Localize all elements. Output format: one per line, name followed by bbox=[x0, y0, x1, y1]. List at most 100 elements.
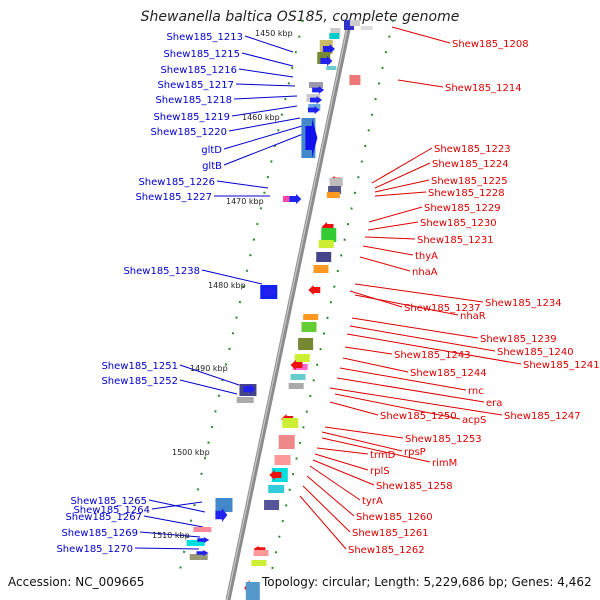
left-gene-label[interactable]: gltD bbox=[201, 145, 222, 156]
left-gene-connector bbox=[238, 68, 294, 78]
gene-feature-block bbox=[193, 527, 212, 532]
gene-arrow-glyph bbox=[196, 550, 209, 556]
left-gene-label[interactable]: Shew185_1267 bbox=[65, 512, 142, 523]
gene-feature-block bbox=[326, 66, 337, 70]
kbp-marker-label: 1470 kbp bbox=[226, 197, 264, 206]
left-gene-connector bbox=[179, 379, 238, 395]
right-gene-label[interactable]: trmD bbox=[370, 450, 396, 461]
right-gene-label[interactable]: rnc bbox=[468, 386, 484, 397]
left-gene-label[interactable]: Shew185_1265 bbox=[70, 496, 147, 507]
left-gene-connector bbox=[241, 52, 294, 67]
gene-feature-block bbox=[236, 397, 254, 403]
left-gene-label[interactable]: Shew185_1226 bbox=[138, 177, 215, 188]
right-gene-connector bbox=[324, 426, 404, 439]
gene-feature-block bbox=[329, 33, 340, 39]
right-gene-label[interactable]: rimM bbox=[432, 458, 457, 469]
right-gene-label[interactable]: Shew185_1208 bbox=[452, 39, 529, 50]
left-gene-connector bbox=[179, 364, 240, 386]
gene-feature-block bbox=[215, 498, 233, 512]
right-gene-connector bbox=[362, 245, 414, 256]
left-gene-label[interactable]: Shew185_1217 bbox=[157, 80, 234, 91]
left-gene-label[interactable]: Shew185_1219 bbox=[153, 112, 230, 123]
left-gene-connector bbox=[223, 125, 303, 150]
topology-text: Topology: circular; Length: 5,229,686 bp… bbox=[262, 575, 592, 589]
left-gene-label[interactable]: Shew185_1213 bbox=[166, 32, 243, 43]
right-gene-connector bbox=[314, 453, 369, 471]
left-gene-label[interactable]: Shew185_1220 bbox=[150, 127, 227, 138]
right-gene-connector bbox=[397, 79, 444, 88]
right-gene-label[interactable]: Shew185_1243 bbox=[394, 350, 471, 361]
left-gene-connector bbox=[233, 95, 298, 100]
left-gene-label[interactable]: Shew185_1227 bbox=[135, 192, 212, 203]
right-gene-connector bbox=[316, 447, 369, 455]
right-gene-label[interactable]: Shew185_1214 bbox=[445, 83, 522, 94]
right-gene-label[interactable]: Shew185_1261 bbox=[352, 528, 429, 539]
right-gene-connector bbox=[371, 147, 433, 184]
right-gene-label[interactable]: Shew185_1224 bbox=[432, 159, 509, 170]
left-gene-connector bbox=[216, 180, 269, 189]
left-gene-label[interactable]: Shew185_1264 bbox=[73, 505, 150, 516]
gene-feature-block bbox=[274, 455, 291, 465]
gene-arrow-glyph bbox=[289, 194, 302, 204]
right-gene-label[interactable]: rplS bbox=[370, 466, 390, 477]
left-gene-label[interactable]: Shew185_1269 bbox=[61, 528, 138, 539]
gene-feature-block bbox=[290, 374, 306, 380]
right-gene-connector bbox=[344, 346, 393, 355]
gene-feature-block bbox=[288, 383, 304, 389]
right-gene-label[interactable]: nhaR bbox=[460, 311, 486, 322]
right-gene-connector bbox=[346, 333, 522, 365]
gene-feature-block bbox=[278, 435, 295, 449]
gene-feature-block bbox=[326, 192, 340, 198]
right-gene-label[interactable]: Shew185_1250 bbox=[380, 411, 457, 422]
left-gene-label[interactable]: Shew185_1252 bbox=[101, 376, 178, 387]
right-gene-connector bbox=[299, 495, 347, 550]
left-gene-label[interactable]: Shew185_1218 bbox=[155, 95, 232, 106]
gene-arrow-glyph bbox=[308, 285, 321, 295]
right-gene-label[interactable]: tyrA bbox=[362, 496, 383, 507]
right-gene-label[interactable]: Shew185_1228 bbox=[428, 188, 505, 199]
gene-arrow-glyph bbox=[310, 96, 323, 104]
right-gene-label[interactable]: Shew185_1237 bbox=[404, 303, 481, 314]
right-gene-label[interactable]: Shew185_1241 bbox=[523, 360, 600, 371]
gene-feature-block bbox=[313, 265, 329, 273]
right-gene-label[interactable]: Shew185_1225 bbox=[431, 176, 508, 187]
right-gene-label[interactable]: nhaA bbox=[412, 267, 438, 278]
genome-backbone bbox=[225, 19, 353, 600]
left-gene-label[interactable]: Shew185_1251 bbox=[101, 361, 178, 372]
right-gene-label[interactable]: Shew185_1234 bbox=[485, 298, 562, 309]
gene-feature-block bbox=[294, 354, 310, 362]
right-gene-label[interactable]: Shew185_1247 bbox=[504, 411, 581, 422]
gene-feature-block bbox=[303, 314, 319, 320]
right-gene-label[interactable]: Shew185_1260 bbox=[356, 512, 433, 523]
right-gene-label[interactable]: Shew185_1240 bbox=[497, 347, 574, 358]
left-gene-label[interactable]: Shew185_1215 bbox=[163, 49, 240, 60]
left-gene-label[interactable]: gltB bbox=[202, 161, 222, 172]
right-gene-label[interactable]: Shew185_1229 bbox=[424, 203, 501, 214]
right-gene-label[interactable]: era bbox=[486, 398, 502, 409]
right-gene-label[interactable]: acpS bbox=[462, 415, 486, 426]
gene-feature-block bbox=[186, 540, 205, 546]
left-gene-label[interactable]: Shew185_1238 bbox=[123, 266, 200, 277]
right-gene-label[interactable]: Shew185_1223 bbox=[434, 144, 511, 155]
right-gene-connector bbox=[368, 206, 423, 223]
right-gene-label[interactable]: Shew185_1231 bbox=[417, 235, 494, 246]
right-gene-label[interactable]: Shew185_1230 bbox=[420, 218, 497, 229]
left-gene-label[interactable]: Shew185_1216 bbox=[160, 65, 237, 76]
right-gene-label[interactable]: Shew185_1258 bbox=[376, 481, 453, 492]
gene-arrow-glyph bbox=[264, 285, 277, 299]
right-gene-connector bbox=[367, 221, 419, 231]
right-gene-label[interactable]: thyA bbox=[415, 251, 438, 262]
right-gene-label[interactable]: Shew185_1262 bbox=[348, 545, 425, 556]
kbp-marker-label: 1480 kbp bbox=[208, 281, 246, 290]
gene-arrow-glyph bbox=[269, 470, 282, 480]
right-gene-label[interactable]: Shew185_1253 bbox=[405, 434, 482, 445]
kbp-marker-label: 1490 kbp bbox=[190, 364, 228, 373]
right-gene-connector bbox=[349, 325, 496, 352]
left-gene-label[interactable]: Shew185_1270 bbox=[56, 544, 133, 555]
right-gene-connector bbox=[374, 191, 427, 197]
gene-feature-block bbox=[245, 582, 260, 600]
right-gene-label[interactable]: Shew185_1239 bbox=[480, 334, 557, 345]
right-gene-label[interactable]: Shew185_1244 bbox=[410, 368, 487, 379]
right-gene-label[interactable]: rpsP bbox=[404, 447, 426, 458]
